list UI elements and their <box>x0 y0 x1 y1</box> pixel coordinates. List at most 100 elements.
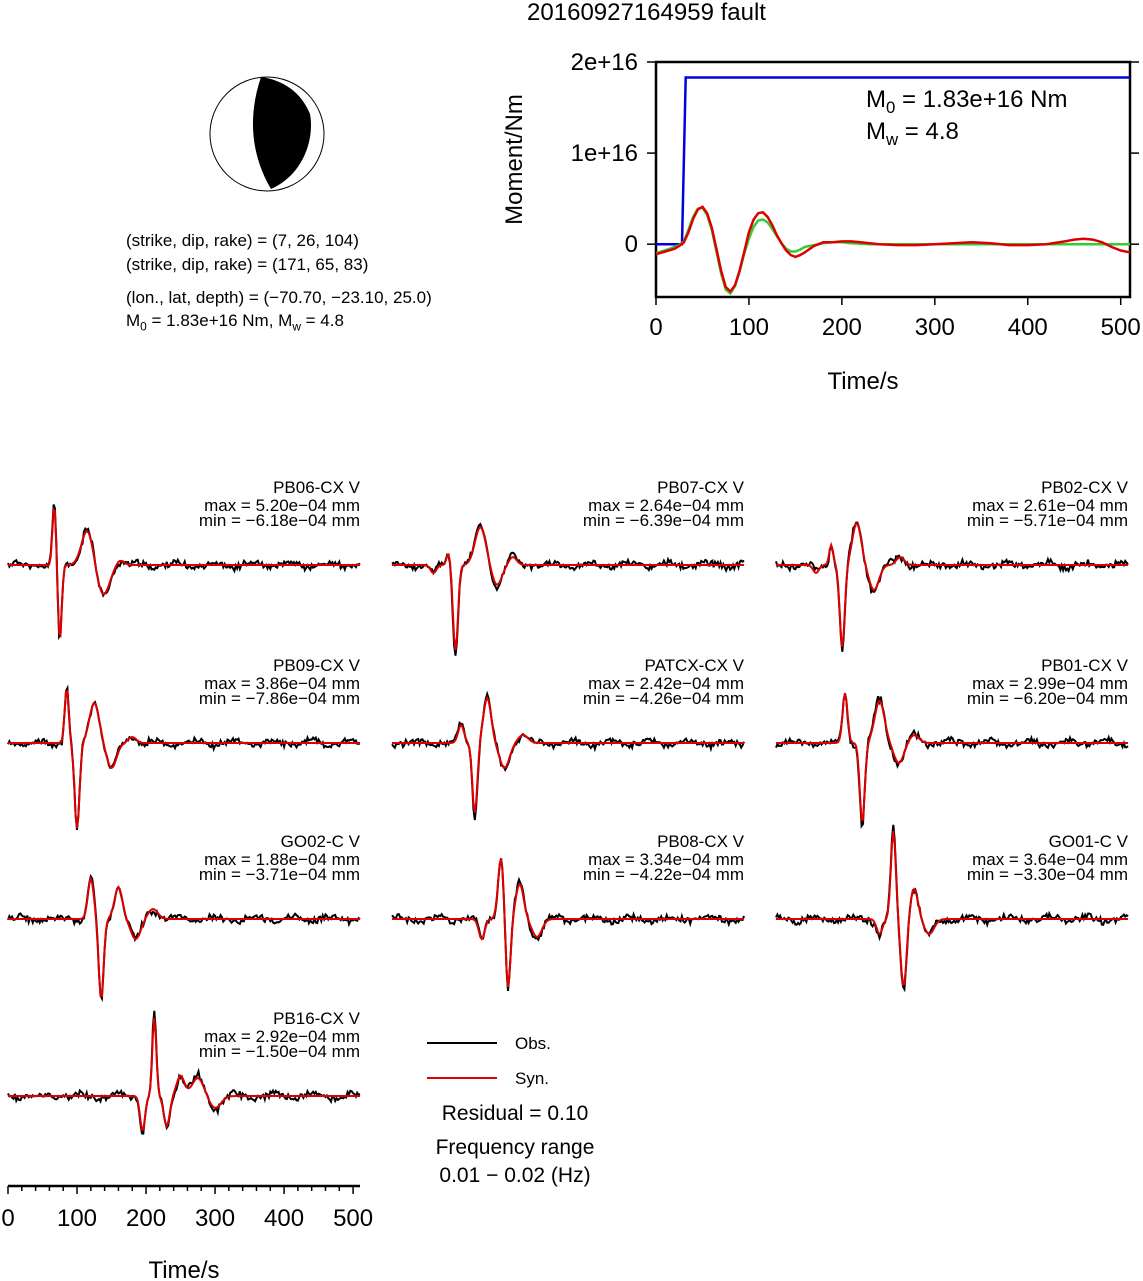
waveform-panel <box>775 824 1129 993</box>
moment-ytick-label: 0 <box>625 231 638 258</box>
synthetic-trace <box>392 695 744 813</box>
observed-trace <box>775 521 1129 652</box>
moment-xtick-label: 200 <box>822 314 862 341</box>
moment-xtick-label: 400 <box>1008 314 1048 341</box>
waveform-panel <box>775 521 1129 652</box>
station-min: min = −3.71e−04 mm <box>198 865 360 884</box>
beachball-compressional-quadrant <box>252 77 311 189</box>
moment-xtick-label: 300 <box>915 314 955 341</box>
station-name: PB02-CX V <box>1041 478 1128 497</box>
waveform-xtick-label: 400 <box>264 1205 304 1232</box>
m0-value: 1.83e+16 Nm, <box>166 311 274 330</box>
station-min: min = −6.20e−04 mm <box>966 689 1128 708</box>
moment-xlabel: Time/s <box>827 368 898 395</box>
synthetic-trace <box>392 858 744 987</box>
station-name: GO01-C V <box>1048 832 1128 851</box>
station-min: min = −1.50e−04 mm <box>198 1042 360 1061</box>
mw-value: 4.8 <box>320 311 344 330</box>
synthetic-trace <box>776 830 1128 987</box>
station-name: PATCX-CX V <box>644 656 745 675</box>
station-name: GO02-C V <box>280 832 360 851</box>
station-max: max = 2.92e−04 mm <box>204 1027 360 1046</box>
station-max: max = 2.61e−04 mm <box>972 496 1128 515</box>
observed-trace <box>775 693 1129 829</box>
moment-magnitude-line: M0 = 1.83e+16 Nm, Mw = 4.8 <box>126 311 344 334</box>
waveform-panel <box>775 692 1129 829</box>
station-name: PB16-CX V <box>273 1009 360 1028</box>
synthetic-trace <box>392 525 744 651</box>
moment-plot-frame <box>654 60 1132 299</box>
station-min: min = −4.22e−04 mm <box>582 865 744 884</box>
waveform-xtick-label: 0 <box>1 1205 14 1232</box>
chart-m0-value: 1.83e+16 Nm <box>922 86 1068 113</box>
synthetic-trace <box>8 690 360 829</box>
waveform-panel <box>391 858 745 991</box>
moment-xtick-label: 500 <box>1101 314 1141 341</box>
station-min: min = −6.18e−04 mm <box>198 511 360 530</box>
station-min: min = −4.26e−04 mm <box>582 689 744 708</box>
synthetic-trace <box>8 1017 360 1131</box>
station-max: max = 3.64e−04 mm <box>972 850 1128 869</box>
waveform-xlabel: Time/s <box>148 1257 219 1281</box>
station-max: max = 2.64e−04 mm <box>588 496 744 515</box>
waveform-xtick-label: 500 <box>333 1205 373 1232</box>
synthetic-trace <box>776 522 1128 647</box>
waveform-xtick-label: 300 <box>195 1205 235 1232</box>
moment-xtick-label: 0 <box>649 314 662 341</box>
chart-mw-annotation: Mw = 4.8 <box>866 118 959 149</box>
synthetic-trace <box>776 692 1128 821</box>
moment-cumulative-line <box>656 76 1130 246</box>
observed-trace <box>391 690 745 821</box>
station-name: PB07-CX V <box>657 478 744 497</box>
chart-m0-annotation: M0 = 1.83e+16 Nm <box>866 86 1068 117</box>
waveform-panels: 0 100 200 300 400 500 Time/s <box>1 504 1129 1281</box>
frequency-title: Frequency range <box>435 1136 595 1159</box>
station-max: max = 5.20e−04 mm <box>204 496 360 515</box>
beachball-diagram <box>209 76 325 192</box>
station-max: max = 3.86e−04 mm <box>204 674 360 693</box>
waveform-panel <box>7 684 361 830</box>
station-min: min = −5.71e−04 mm <box>966 511 1128 530</box>
nodal-plane-1: (strike, dip, rake) = (7, 26, 104) <box>126 231 359 250</box>
moment-rate-red-line <box>656 205 1130 294</box>
residual-text: Residual = 0.10 <box>441 1102 589 1125</box>
station-name: PB01-CX V <box>1041 656 1128 675</box>
chart-mw-value: 4.8 <box>925 118 959 145</box>
observed-trace <box>7 684 361 830</box>
waveform-panel <box>391 522 745 656</box>
waveform-panel <box>391 690 745 821</box>
synthetic-trace <box>8 507 360 639</box>
nodal-plane-2: (strike, dip, rake) = (171, 65, 83) <box>126 255 369 274</box>
station-max: max = 2.42e−04 mm <box>588 674 744 693</box>
station-min: min = −6.39e−04 mm <box>582 511 744 530</box>
moment-ytick-label: 1e+16 <box>571 140 638 167</box>
observed-trace <box>775 824 1129 993</box>
station-max: max = 2.99e−04 mm <box>972 674 1128 693</box>
observed-trace <box>7 504 361 641</box>
observed-trace <box>391 858 745 991</box>
waveform-panel <box>7 1010 361 1135</box>
observed-trace <box>7 873 361 1003</box>
waveform-panel <box>7 873 361 1003</box>
moment-rate-green-line <box>656 206 1130 296</box>
legend-lines <box>427 1042 497 1079</box>
synthetic-trace <box>8 875 360 997</box>
observed-trace <box>391 522 745 656</box>
legend-obs-label: Obs. <box>515 1034 551 1053</box>
frequency-range: 0.01 − 0.02 (Hz) <box>439 1164 591 1187</box>
moment-xtick-label: 100 <box>729 314 769 341</box>
moment-ytick-label: 2e+16 <box>571 49 638 76</box>
waveform-xtick-label: 200 <box>126 1205 166 1232</box>
station-name: PB06-CX V <box>273 478 360 497</box>
station-name: PB09-CX V <box>273 656 360 675</box>
station-min: min = −7.86e−04 mm <box>198 689 360 708</box>
station-min: min = −3.30e−04 mm <box>966 865 1128 884</box>
page-title: 20160927164959 fault <box>527 0 766 26</box>
hypocenter-location: (lon., lat, depth) = (−70.70, −23.10, 25… <box>126 288 432 307</box>
legend-syn-label: Syn. <box>515 1069 550 1088</box>
station-name: PB08-CX V <box>657 832 744 851</box>
moment-ylabel: Moment/Nm <box>501 94 528 225</box>
moment-rate-chart: 0 100 200 300 400 500 0 1e+16 2e+16 Time/s Moment/… <box>501 49 1141 395</box>
station-max: max = 1.88e−04 mm <box>204 850 360 869</box>
station-max: max = 3.34e−04 mm <box>588 850 744 869</box>
